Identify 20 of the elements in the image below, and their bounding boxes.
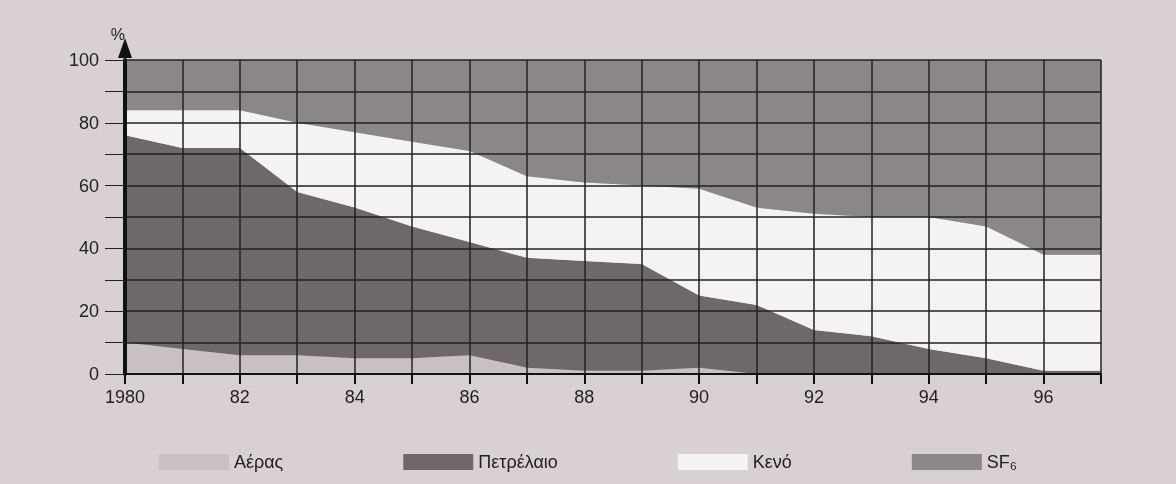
y-tick-label: 20 [78,301,99,322]
y-tick-label: 0 [88,364,99,384]
legend-label: Αέρας [233,452,284,472]
x-tick-label: 84 [344,387,365,407]
y-tick-label: 60 [78,175,99,196]
x-tick-label: 94 [918,387,939,407]
y-tick-label: 100 [68,50,99,70]
x-tick-label: 96 [1033,387,1054,407]
legend-label: Κενό [752,452,792,472]
legend-label: Πετρέλαιο [478,452,558,472]
y-axis-title: % [110,25,125,43]
y-tick-label: 80 [78,112,99,133]
x-tick-label: 1980 [104,387,146,407]
x-tick-label: 90 [689,387,710,407]
x-tick-label: 88 [574,387,595,407]
x-tick-label: 86 [459,387,480,407]
x-tick-label: 82 [229,387,250,407]
y-tick-label: 40 [78,238,99,259]
x-tick-label: 92 [803,387,824,407]
legend-label: SF₆ [986,452,1018,472]
